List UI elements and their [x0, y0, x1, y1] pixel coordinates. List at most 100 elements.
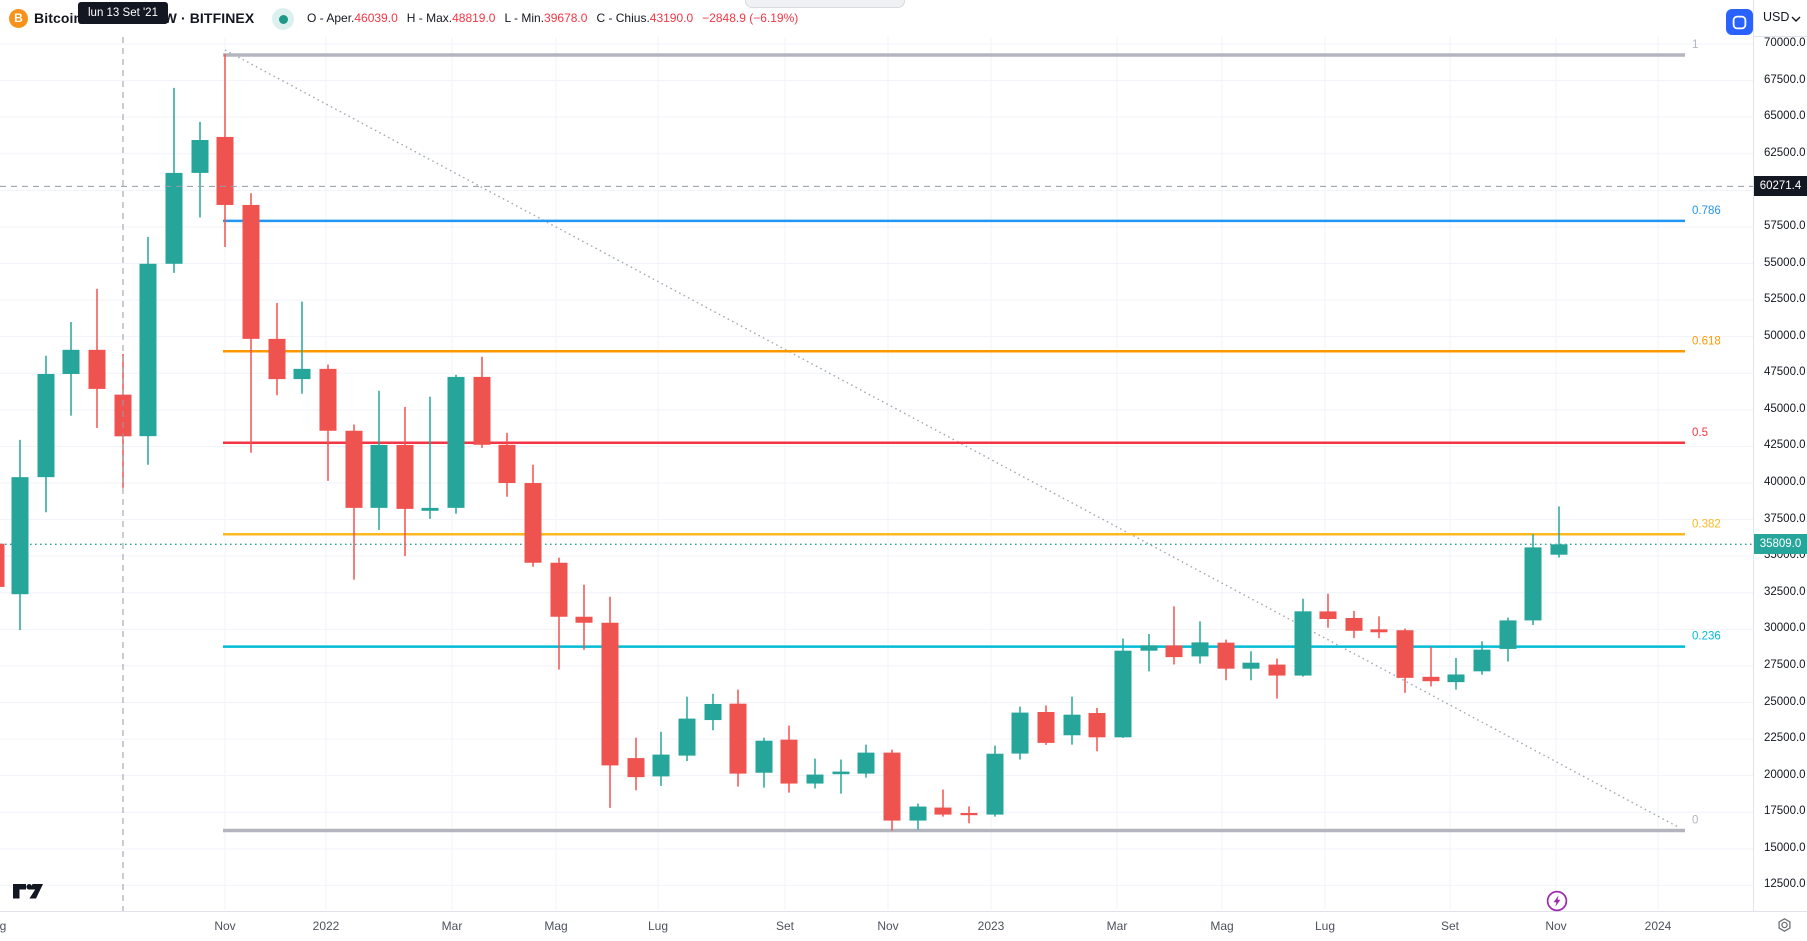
candle [1268, 658, 1286, 699]
candle [191, 121, 209, 218]
candle [1217, 639, 1235, 681]
price-axis-label: 50000.0 [1764, 329, 1806, 342]
candle [1345, 610, 1363, 639]
candle [934, 789, 952, 817]
price-axis-label: 55000.0 [1764, 256, 1806, 269]
candle [319, 364, 337, 481]
candle [832, 759, 850, 794]
snapshot-button[interactable] [1726, 9, 1753, 35]
price-axis-label: 52500.0 [1764, 293, 1806, 306]
fib-level-label: 0.382 [1692, 518, 1721, 530]
candle [62, 322, 80, 416]
close-value: 43190.0 [649, 11, 694, 25]
candle [550, 557, 568, 670]
lightning-icon[interactable] [1546, 890, 1568, 912]
candle [986, 745, 1004, 817]
candle [1088, 707, 1106, 752]
candle [268, 303, 286, 396]
high-label: H - Max. [406, 11, 453, 25]
candle [1370, 616, 1388, 639]
candle [1140, 634, 1158, 672]
fib-level-label: 0.786 [1692, 205, 1721, 217]
current-price-label: 35809.0 [1754, 534, 1807, 555]
market-status-icon [272, 8, 294, 30]
candle [678, 696, 696, 762]
candle [37, 355, 55, 513]
candle [1319, 593, 1337, 628]
tradingview-logo[interactable] [13, 883, 43, 901]
price-axis-label: 30000.0 [1764, 622, 1806, 635]
candle [1550, 506, 1568, 558]
candle [345, 424, 363, 580]
trendline[interactable] [224, 49, 1681, 829]
candle [1447, 658, 1465, 690]
candle [1063, 696, 1081, 745]
candle [88, 288, 106, 428]
candle [652, 731, 670, 786]
time-axis-label: g [0, 919, 7, 933]
toolbar-drag-handle[interactable] [745, 0, 905, 8]
change-value: −2848.9 (−6.19%) [702, 11, 799, 25]
candle [1165, 606, 1183, 665]
candle [1191, 621, 1209, 664]
candle [1037, 705, 1055, 745]
price-axis-label: 20000.0 [1764, 768, 1806, 781]
price-axis-label: 40000.0 [1764, 476, 1806, 488]
candle [575, 584, 593, 650]
candle [1473, 641, 1491, 675]
price-axis-label: 37500.0 [1764, 512, 1806, 525]
time-axis-label: Mag [544, 919, 568, 933]
candle [1114, 638, 1132, 738]
candle [396, 406, 414, 557]
candle [1499, 617, 1517, 662]
close-label: C - Chius. [596, 11, 650, 25]
fib-level-label: 1 [1692, 39, 1698, 51]
candle [755, 737, 773, 788]
candle [857, 744, 875, 778]
candle [0, 543, 5, 587]
candle [370, 390, 388, 530]
time-axis-label: Nov [214, 919, 236, 933]
price-axis-label: 57500.0 [1764, 219, 1806, 232]
time-axis-label: Mar [1106, 919, 1128, 933]
time-axis-label: Mag [1210, 919, 1234, 933]
time-axis-label: Set [1440, 919, 1460, 933]
time-axis-label: Lug [647, 919, 669, 933]
candle [1294, 598, 1312, 677]
time-axis-label: Nov [877, 919, 899, 933]
time-axis[interactable]: g Nov 2022 Mar Mag Lug Set Nov 2023 Mar Mag Lug Set N… [0, 911, 1807, 941]
frame-icon [1732, 15, 1747, 29]
crosshair-price-label: 60271.4 [1754, 176, 1807, 197]
candle [780, 725, 798, 793]
time-axis-label: Lug [1314, 919, 1336, 933]
price-axis[interactable]: 70000.067500.065000.062500.060000.057500… [1753, 0, 1807, 941]
open-value: 46039.0 [354, 11, 398, 25]
candle [601, 596, 619, 808]
candle [960, 806, 978, 824]
open-label: O - Aper. [307, 11, 355, 25]
candle [524, 464, 542, 567]
candle [447, 374, 465, 514]
candle [806, 758, 824, 789]
candle [1011, 706, 1029, 760]
gear-icon[interactable] [1776, 917, 1793, 934]
price-axis-label: 22500.0 [1764, 732, 1806, 745]
price-axis-label: 67500.0 [1764, 73, 1806, 86]
price-axis-label: 45000.0 [1764, 402, 1806, 415]
low-label: L - Min. [504, 11, 545, 25]
price-axis-label: 62500.0 [1764, 146, 1806, 159]
time-axis-label: 2022 [312, 919, 340, 933]
candle [11, 439, 29, 631]
candle [1524, 534, 1542, 625]
candle [627, 737, 645, 791]
price-axis-label: 65000.0 [1764, 110, 1806, 123]
currency-dropdown[interactable]: USD [1753, 0, 1807, 37]
candle [242, 193, 260, 453]
fib-level-label: 0.618 [1692, 335, 1721, 347]
price-axis-label: 12500.0 [1764, 878, 1806, 891]
ohlc-legend: O - Aper. 46039.0 H - Max. 48819.0 L - Min… [307, 11, 798, 25]
fib-level-label: 0 [1692, 815, 1698, 827]
candle [165, 87, 183, 273]
price-axis-label: 32500.0 [1764, 585, 1806, 598]
